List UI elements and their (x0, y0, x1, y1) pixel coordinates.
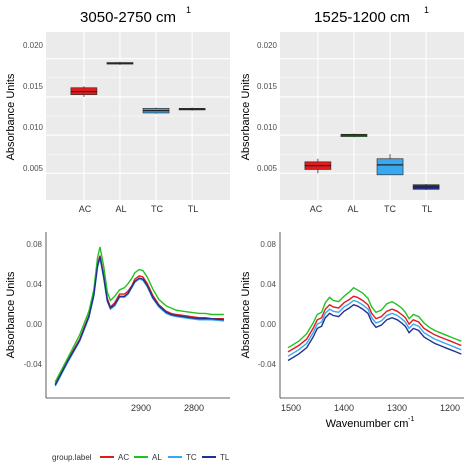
y-tick-label: 0.010 (23, 123, 44, 132)
spectrum-lines (54, 246, 224, 387)
x-tick-label: TL (422, 204, 433, 214)
series-line-ac (287, 295, 462, 353)
x-tick-label: 1500 (281, 403, 301, 413)
x-tick-label: AC (79, 204, 92, 214)
legend-label: TC (186, 453, 197, 462)
legend-item-tl: TL (202, 453, 230, 462)
y-tick-label: 0.010 (257, 123, 278, 132)
series-line-tc (287, 299, 462, 357)
y-tick-label: 0.04 (260, 280, 276, 289)
y-tick-label: 0.015 (257, 82, 278, 91)
y-axis-title: Absorbance Units (240, 73, 252, 160)
x-tick-label: 1300 (387, 403, 407, 413)
legend-item-tc: TC (168, 453, 197, 462)
y-axis-title: Absorbance Units (5, 271, 17, 358)
series-line-al (54, 246, 224, 383)
x-tick-label: AL (347, 204, 358, 214)
y-tick-label: 0.005 (23, 164, 44, 173)
panel-title-superscript: 1 (186, 5, 191, 15)
y-tick-label: 0.08 (260, 240, 276, 249)
y-tick-label: 0.04 (26, 280, 42, 289)
x-tick-label: 1200 (440, 403, 460, 413)
panel-title: 1525-1200 cm (314, 9, 410, 26)
gridlines (46, 32, 230, 200)
y-axis-title: Absorbance Units (240, 271, 252, 358)
y-tick-label: 0.005 (257, 164, 278, 173)
y-tick-label: 0.08 (26, 240, 42, 249)
y-tick-label: 0.020 (257, 41, 278, 50)
spectrum-lines (287, 286, 462, 362)
x-tick-label: TC (151, 204, 163, 214)
y-tick-label: 0.015 (23, 82, 44, 91)
series-line-tc (54, 257, 224, 387)
y-tick-label: 0.00 (260, 320, 276, 329)
boxplot-panel-right: 1525-1200 cm 1 Absorbance Units 0.020 0.… (240, 5, 464, 214)
x-tick-label: 2800 (184, 403, 204, 413)
x-tick-label: AL (115, 204, 126, 214)
spectra-panel-left: Absorbance Units 0.08 0.04 0.00 -0.04 29… (5, 232, 230, 413)
x-tick-label: AC (310, 204, 323, 214)
gridlines (280, 32, 464, 200)
x-tick-label: 2900 (131, 403, 151, 413)
x-tick-label: 1400 (334, 403, 354, 413)
legend-title: group.label (52, 453, 92, 462)
x-axis-title-superscript: -1 (408, 416, 414, 423)
legend-label: AC (118, 453, 129, 462)
series-line-al (287, 286, 462, 349)
legend-item-al: AL (134, 453, 162, 462)
series-line-tl (287, 304, 462, 362)
y-tick-label: -0.04 (24, 360, 43, 369)
panel-title-superscript: 1 (424, 5, 429, 15)
box-marks (70, 61, 206, 114)
x-tick-label: TC (384, 204, 396, 214)
box-marks (304, 133, 440, 191)
x-tick-label: TL (188, 204, 199, 214)
y-tick-label: -0.04 (258, 360, 277, 369)
legend-label: AL (152, 453, 162, 462)
x-axis-title: Wavenumber cm (326, 418, 409, 430)
box-tc (376, 158, 404, 176)
spectra-panel-right: Absorbance Units 0.08 0.04 0.00 -0.04 15… (240, 232, 464, 430)
y-tick-label: 0.020 (23, 41, 44, 50)
legend-label: TL (220, 453, 230, 462)
panel-title: 3050-2750 cm (80, 9, 176, 26)
series-line-tl (54, 256, 224, 386)
boxplot-panel-left: 3050-2750 cm 1 Absorbance Units 0.020 0.… (5, 5, 230, 214)
legend: group.label AC AL TC TL (52, 453, 230, 462)
y-axis-title: Absorbance Units (5, 73, 17, 160)
legend-item-ac: AC (100, 453, 129, 462)
y-tick-label: 0.00 (26, 320, 42, 329)
